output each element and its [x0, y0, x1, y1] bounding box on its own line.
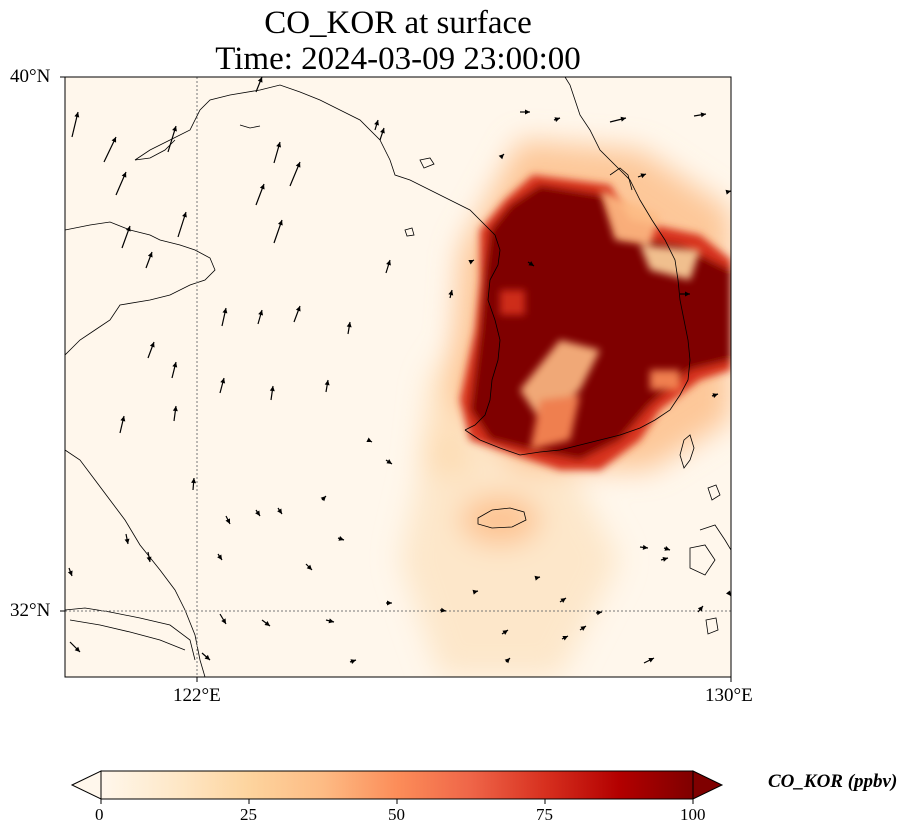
wind-arrow-head	[125, 226, 131, 232]
wind-arrow-head	[562, 636, 568, 641]
wind-arrow-head	[664, 546, 670, 551]
wind-arrow-head	[685, 291, 690, 297]
wind-arrow-head	[502, 630, 508, 635]
wind-arrow-head	[346, 322, 352, 328]
wind-arrow-head	[172, 406, 178, 412]
wind-arrow-head	[320, 496, 326, 502]
wind-arrow-head	[257, 77, 263, 83]
wind-arrow-head	[172, 362, 178, 368]
wind-arrow-head	[74, 112, 80, 118]
wind-arrow-head	[725, 189, 731, 195]
colorbar-tick-label: 50	[388, 805, 405, 824]
wind-arrow-head	[149, 342, 155, 348]
colorbar-tick-label: 75	[536, 805, 553, 824]
wind-arrow-head	[191, 478, 197, 484]
wind-arrow-head	[386, 260, 391, 266]
map-title: CO_KOR at surface	[264, 5, 532, 41]
wind-arrow-head	[380, 128, 385, 134]
lon-tick-label: 122°E	[173, 685, 221, 706]
wind-arrow-head	[387, 600, 392, 606]
wind-arrow-head	[560, 598, 566, 603]
wind-arrow-head	[204, 654, 210, 660]
colorbar-tick-label: 25	[240, 805, 257, 824]
wind-arrow-head	[146, 556, 152, 562]
wind-arrow-head	[217, 554, 222, 560]
wind-vectors	[67, 76, 732, 664]
wind-arrow-head	[276, 142, 282, 148]
wind-arrow-head	[648, 658, 654, 663]
concentration-field	[400, 140, 731, 677]
wind-arrow-head	[324, 380, 330, 386]
wind-arrow-head	[366, 437, 372, 442]
wind-arrow-head	[700, 112, 706, 118]
colorbar-label: CO_KOR (ppbv)	[768, 771, 898, 792]
colorbar-tick-label: 100	[680, 805, 706, 824]
wind-arrow-head	[124, 538, 130, 544]
wind-arrow-head	[440, 607, 446, 613]
wind-arrow-head	[225, 518, 230, 524]
wind-arrow-head	[295, 162, 301, 168]
wind-arrow-head	[596, 610, 602, 616]
wind-arrow-head	[67, 570, 73, 576]
gridlines	[65, 77, 731, 677]
wind-arrow-head	[580, 626, 586, 631]
lon-tick-label: 130°E	[705, 685, 753, 706]
wind-arrow-head	[697, 606, 703, 612]
wind-arrow-head	[277, 220, 283, 226]
wind-arrow-head	[468, 260, 474, 265]
wind-arrow-head	[264, 621, 270, 626]
wind-arrow-head	[712, 393, 718, 398]
wind-arrow-head	[448, 290, 454, 296]
wind-arrow-head	[111, 137, 117, 143]
wind-arrow-head	[74, 646, 80, 652]
wind-arrow-head	[554, 117, 560, 122]
wind-arrow-head	[147, 252, 153, 258]
wind-arrow-head	[525, 109, 530, 115]
map-frame	[64, 76, 732, 678]
lat-tick-label: 40°N	[10, 66, 51, 87]
wind-arrow-head	[306, 564, 312, 570]
wind-arrow-head	[472, 589, 478, 595]
wind-arrow-head	[350, 659, 356, 664]
wind-arrow-head	[386, 459, 392, 464]
wind-arrow-head	[662, 556, 668, 562]
wind-arrow-head	[121, 172, 127, 178]
wind-arrow-head	[269, 386, 275, 392]
wind-arrow-head	[259, 184, 265, 190]
wind-arrow-head	[374, 120, 379, 126]
wind-arrow-head	[534, 575, 540, 581]
wind-arrow-head	[120, 416, 126, 422]
wind-arrow-head	[258, 310, 264, 316]
wind-arrow-head	[620, 116, 626, 122]
wind-arrow-head	[338, 536, 344, 541]
wind-arrow-head	[504, 658, 510, 664]
lat-tick-label: 32°N	[10, 600, 51, 621]
wind-arrow-head	[328, 618, 334, 624]
wind-arrow-head	[528, 261, 534, 266]
wind-arrow-head	[277, 508, 282, 514]
wind-arrow-head	[172, 126, 177, 132]
wind-arrow-head	[182, 212, 187, 218]
colorbar-tick-label: 0	[95, 805, 104, 824]
wind-arrow-head	[498, 154, 504, 160]
map-subtitle-time: Time: 2024-03-09 23:00:00	[215, 41, 581, 77]
wind-arrow-head	[221, 618, 226, 624]
wind-arrow-head	[222, 308, 228, 314]
wind-arrow-head	[295, 306, 301, 312]
colorbar	[70, 770, 724, 804]
wind-arrow-head	[726, 590, 731, 596]
wind-arrow-head	[255, 510, 260, 516]
wind-arrow-head	[642, 544, 648, 550]
wind-arrow-head	[220, 378, 226, 384]
wind-arrow-head	[640, 173, 646, 179]
